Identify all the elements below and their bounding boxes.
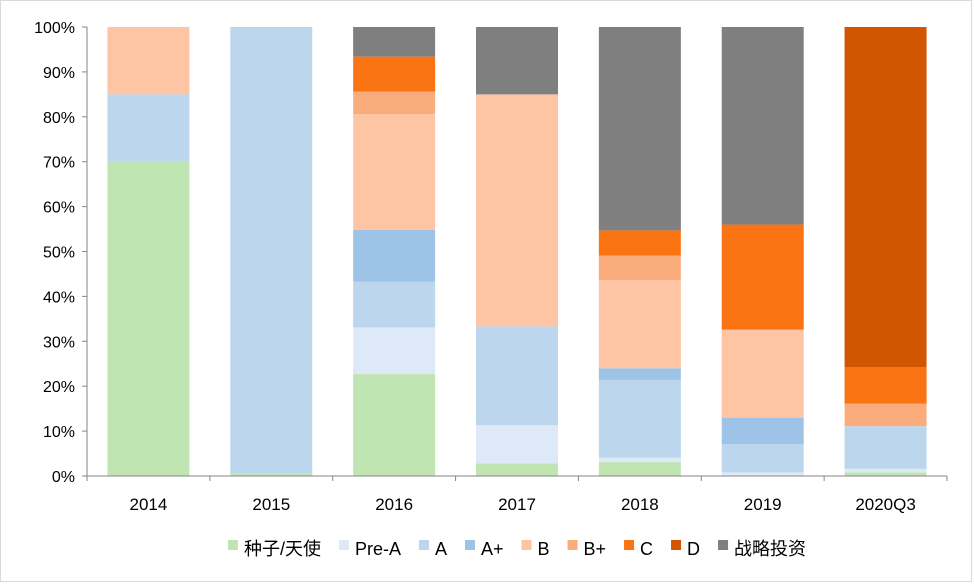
bar-segment-2018-series-5 — [598, 255, 681, 281]
bar-segment-2016-series-3 — [353, 229, 436, 282]
bar-segment-2018-series-3 — [598, 368, 681, 380]
legend-label: B+ — [584, 539, 607, 559]
bar-segment-2017-series-4 — [476, 94, 558, 327]
legend-label: 种子/天使 — [244, 539, 321, 559]
x-category-label: 2014 — [130, 495, 168, 514]
legend-label: D — [687, 539, 700, 559]
legend-item: A — [418, 539, 447, 559]
bar-segment-2020Q3-series-1 — [844, 468, 927, 473]
bar-segment-2018-series-4 — [598, 280, 681, 369]
x-category-label: 2020Q3 — [855, 495, 916, 514]
legend-swatch — [624, 540, 635, 550]
x-category-label: 2015 — [252, 495, 290, 514]
legend-label: C — [640, 539, 653, 559]
bar-segment-2017-series-8 — [476, 27, 558, 95]
y-tick-label: 80% — [43, 110, 75, 127]
y-tick-label: 40% — [43, 289, 75, 306]
legend-item: 战略投资 — [718, 539, 806, 559]
legend-item: Pre-A — [338, 539, 401, 559]
legend-swatch — [671, 540, 682, 550]
legend-item: B — [521, 539, 550, 559]
y-tick-label: 100% — [34, 20, 75, 37]
legend-item: A+ — [464, 539, 504, 559]
bar-segment-2015-series-2 — [230, 27, 313, 474]
bar-segment-2017-series-2 — [476, 326, 558, 426]
bar-segment-2019-series-3 — [721, 417, 804, 445]
bar-segment-2016-series-5 — [353, 91, 436, 115]
legend-label: Pre-A — [355, 539, 401, 559]
bar-segment-2018-series-2 — [598, 379, 681, 458]
y-tick-label: 20% — [43, 379, 75, 396]
bar-segment-2016-series-8 — [353, 27, 436, 57]
x-category-label: 2019 — [744, 495, 782, 514]
bar-segment-2016-series-2 — [353, 281, 436, 328]
bar-segment-2018-series-0 — [598, 462, 681, 476]
bar-segment-2014-series-4 — [107, 27, 190, 95]
legend-item: 种子/天使 — [227, 539, 321, 559]
x-category-label: 2018 — [621, 495, 659, 514]
bar-segment-2016-series-4 — [353, 114, 436, 230]
y-tick-label: 30% — [43, 334, 75, 351]
y-tick-label: 60% — [43, 200, 75, 217]
x-axis: 2014 2015 2016 2017 2018 2019 2020Q3 — [86, 475, 948, 514]
bar-segment-2019-series-6 — [721, 224, 804, 330]
bar-segment-2019-series-1 — [721, 472, 804, 476]
legend: 种子/天使 Pre-A A A+ B B+ C D 战略投资 — [227, 539, 806, 559]
y-axis: 0% 10% 20% 30% 40% 50% 60% 70% 80% 90% 100% — [34, 20, 88, 486]
bar-segment-2019-series-8 — [721, 27, 804, 225]
bar-segment-2016-series-1 — [353, 327, 436, 375]
bar-segment-2018-series-1 — [598, 457, 681, 463]
bar-segment-2015-series-0 — [230, 473, 313, 476]
legend-item: C — [624, 539, 653, 559]
legend-item: D — [671, 539, 700, 559]
y-tick-label: 90% — [43, 65, 75, 82]
bar-segment-2020Q3-series-6 — [844, 367, 927, 404]
bar-segment-2020Q3-series-5 — [844, 403, 927, 427]
legend-label: B — [538, 539, 550, 559]
y-tick-label: 10% — [43, 424, 75, 441]
legend-swatch — [567, 540, 578, 550]
y-tick-label: 50% — [43, 245, 75, 262]
bar-segment-2019-series-2 — [721, 444, 804, 473]
plot-area — [107, 27, 927, 476]
y-tick-label: 0% — [52, 469, 75, 486]
legend-item: B+ — [567, 539, 607, 559]
legend-swatch — [338, 540, 349, 550]
bar-segment-2018-series-8 — [598, 27, 681, 231]
bar-segment-2018-series-6 — [598, 230, 681, 256]
bar-segment-2020Q3-series-0 — [844, 472, 927, 476]
legend-label: A — [435, 539, 447, 559]
legend-swatch — [464, 540, 475, 550]
bar-segment-2014-series-2 — [107, 94, 190, 162]
y-tick-label: 70% — [43, 155, 75, 172]
bar-segment-2016-series-0 — [353, 374, 436, 476]
bar-segment-2019-series-4 — [721, 329, 804, 418]
legend-swatch — [718, 540, 729, 550]
x-category-label: 2016 — [375, 495, 413, 514]
legend-swatch — [418, 540, 429, 550]
bar-segment-2017-series-1 — [476, 425, 558, 464]
legend-swatch — [521, 540, 532, 550]
bar-segment-2017-series-0 — [476, 463, 558, 476]
legend-label: 战略投资 — [734, 539, 806, 559]
bar-segment-2020Q3-series-2 — [844, 426, 927, 469]
bar-segment-2014-series-0 — [107, 161, 190, 476]
legend-label: A+ — [481, 539, 504, 559]
legend-swatch — [227, 540, 238, 550]
bar-segment-2020Q3-series-7 — [844, 27, 927, 368]
bar-segment-2016-series-6 — [353, 56, 436, 92]
x-category-label: 2017 — [498, 495, 536, 514]
